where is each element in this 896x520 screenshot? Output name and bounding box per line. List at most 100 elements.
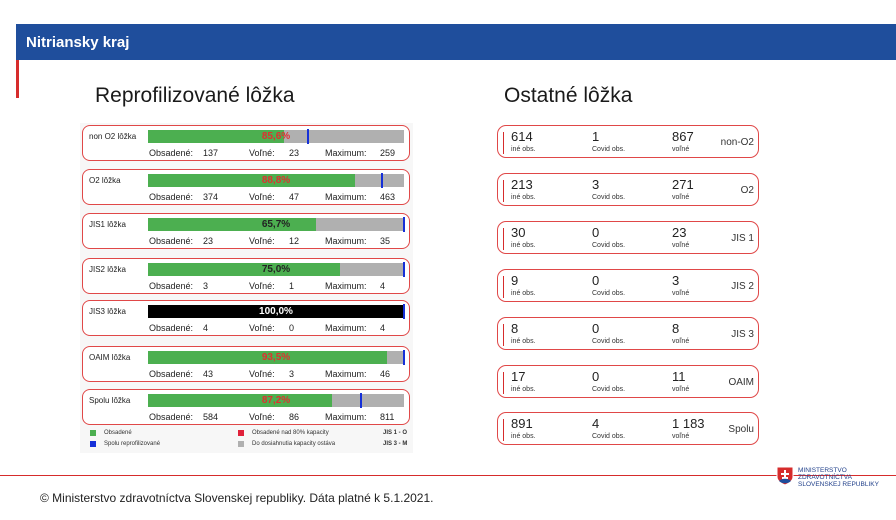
- card-accent: [503, 276, 504, 298]
- free-beds-label: voľné: [672, 194, 690, 201]
- capacity-bar: 100,0%: [148, 304, 405, 319]
- capacity-bar: 87,2%: [148, 393, 404, 408]
- other-occupied-label: iné obs.: [511, 386, 536, 393]
- free-beds-value: 867: [672, 129, 694, 144]
- capacity-bar-fill: [148, 174, 355, 187]
- covid-occupied-value: 1: [592, 129, 600, 144]
- occupied-label: Obsadené:: [149, 281, 194, 291]
- bed-card: JIS3 lôžka 100,0% Obsadené: 4 Voľné: 0 M…: [82, 300, 410, 336]
- covid-occupied-label: Covid obs.: [592, 146, 626, 153]
- other-occupied-label: iné obs.: [511, 242, 536, 249]
- covid-occupied-label: Covid obs.: [592, 290, 626, 297]
- occupied-label: Obsadené:: [149, 369, 194, 379]
- occupancy-percent: 93,5%: [261, 352, 291, 363]
- occupied-value: 374: [203, 192, 219, 202]
- occupancy-percent: 85,6%: [261, 131, 291, 142]
- free-beds-label: voľné: [672, 290, 690, 297]
- bed-card: JIS1 lôžka 65,7% Obsadené: 23 Voľné: 12 …: [82, 213, 410, 249]
- other-bed-card: 614 iné obs. 1 Covid obs. 867 voľné non-…: [497, 125, 759, 158]
- maximum-label: Maximum:: [325, 323, 367, 333]
- region-header: Nitriansky kraj: [16, 24, 896, 60]
- reprofiled-beds-title: Reprofilizované lôžka: [95, 84, 295, 107]
- occupied-value: 23: [203, 236, 214, 246]
- region-title: Nitriansky kraj: [26, 33, 130, 51]
- other-occupied-value: 891: [511, 416, 533, 431]
- occupied-label: Obsadené:: [149, 148, 194, 158]
- other-occupied-label: iné obs.: [511, 290, 536, 297]
- bed-name: non O2 lôžka: [89, 132, 137, 141]
- bed-type-name: OAIM: [728, 377, 754, 388]
- ministry-line: MINISTERSTVO: [798, 467, 847, 474]
- other-occupied-value: 213: [511, 177, 533, 192]
- bed-card: JIS2 lôžka 75,0% Obsadené: 3 Voľné: 1 Ma…: [82, 258, 410, 294]
- capacity-marker: [403, 262, 405, 277]
- legend-swatch-blue: [90, 441, 96, 447]
- occupied-label: Obsadené:: [149, 412, 194, 422]
- card-accent: [503, 180, 504, 202]
- other-occupied-value: 9: [511, 273, 519, 288]
- free-value: 12: [289, 236, 300, 246]
- legend: Obsadené Spolu reprofilizované Obsadené …: [90, 427, 410, 451]
- legend-swatch-green: [90, 430, 96, 436]
- occupied-value: 43: [203, 369, 214, 379]
- other-beds-title: Ostatné lôžka: [504, 84, 633, 107]
- occupied-label: Obsadené:: [149, 236, 194, 246]
- capacity-marker: [403, 350, 405, 365]
- legend-note: JIS 3 - M: [383, 441, 408, 447]
- free-beds-value: 271: [672, 177, 694, 192]
- accent-bar: [16, 60, 19, 98]
- occupied-value: 3: [203, 281, 209, 291]
- legend-note: JIS 1 - O: [383, 430, 408, 436]
- free-value: 0: [289, 323, 295, 333]
- capacity-bar-fill: [148, 351, 387, 364]
- free-beds-value: 3: [672, 273, 680, 288]
- maximum-value: 463: [380, 192, 396, 202]
- ministry-line: ZDRAVOTNÍCTVA: [798, 474, 852, 481]
- free-beds-value: 23: [672, 225, 687, 240]
- capacity-marker: [381, 173, 383, 188]
- maximum-label: Maximum:: [325, 369, 367, 379]
- free-label: Voľné:: [249, 148, 275, 158]
- maximum-label: Maximum:: [325, 148, 367, 158]
- maximum-value: 811: [380, 412, 395, 422]
- bed-card: Spolu lôžka 87,2% Obsadené: 584 Voľné: 8…: [82, 389, 410, 425]
- other-occupied-value: 614: [511, 129, 533, 144]
- free-beds-value: 1 183: [672, 416, 705, 431]
- bed-name: JIS3 lôžka: [89, 307, 126, 316]
- capacity-bar-fill: [148, 263, 340, 276]
- covid-occupied-value: 4: [592, 416, 600, 431]
- bed-card: O2 lôžka 88,8% Obsadené: 374 Voľné: 47 M…: [82, 169, 410, 205]
- free-value: 86: [289, 412, 300, 422]
- free-beds-label: voľné: [672, 386, 690, 393]
- maximum-label: Maximum:: [325, 236, 367, 246]
- legend-label: Obsadené nad 80% kapacity: [252, 430, 329, 436]
- covid-occupied-label: Covid obs.: [592, 194, 626, 201]
- footer-copyright: © Ministerstvo zdravotníctva Slovenskej …: [40, 491, 434, 505]
- covid-occupied-value: 0: [592, 273, 600, 288]
- ministry-name: MINISTERSTVO ZDRAVOTNÍCTVA SLOVENSKEJ RE…: [798, 467, 879, 488]
- covid-occupied-label: Covid obs.: [592, 433, 626, 440]
- other-bed-card: 30 iné obs. 0 Covid obs. 23 voľné JIS 1: [497, 221, 759, 254]
- maximum-label: Maximum:: [325, 281, 367, 291]
- other-occupied-value: 8: [511, 321, 519, 336]
- reprofiled-beds-panel: non O2 lôžka 85,6% Obsadené: 137 Voľné: …: [80, 123, 413, 453]
- covid-occupied-value: 0: [592, 369, 600, 384]
- capacity-marker: [403, 304, 405, 319]
- capacity-marker: [307, 129, 309, 144]
- free-label: Voľné:: [249, 369, 275, 379]
- bed-name: O2 lôžka: [89, 176, 121, 185]
- free-value: 3: [289, 369, 295, 379]
- card-accent: [503, 132, 504, 154]
- legend-label: Do dosiahnutia kapacity ostáva: [252, 441, 336, 447]
- capacity-marker: [403, 217, 405, 232]
- covid-occupied-label: Covid obs.: [592, 338, 626, 345]
- legend-item-occupied: Obsadené: [90, 430, 132, 436]
- maximum-value: 4: [380, 323, 386, 333]
- bed-card: non O2 lôžka 85,6% Obsadené: 137 Voľné: …: [82, 125, 410, 161]
- bed-name: JIS1 lôžka: [89, 220, 126, 229]
- occupancy-percent: 100,0%: [259, 306, 293, 317]
- card-accent: [503, 372, 504, 394]
- capacity-bar-fill: [148, 130, 284, 143]
- occupied-value: 584: [203, 412, 219, 422]
- occupancy-percent: 87,2%: [261, 395, 291, 406]
